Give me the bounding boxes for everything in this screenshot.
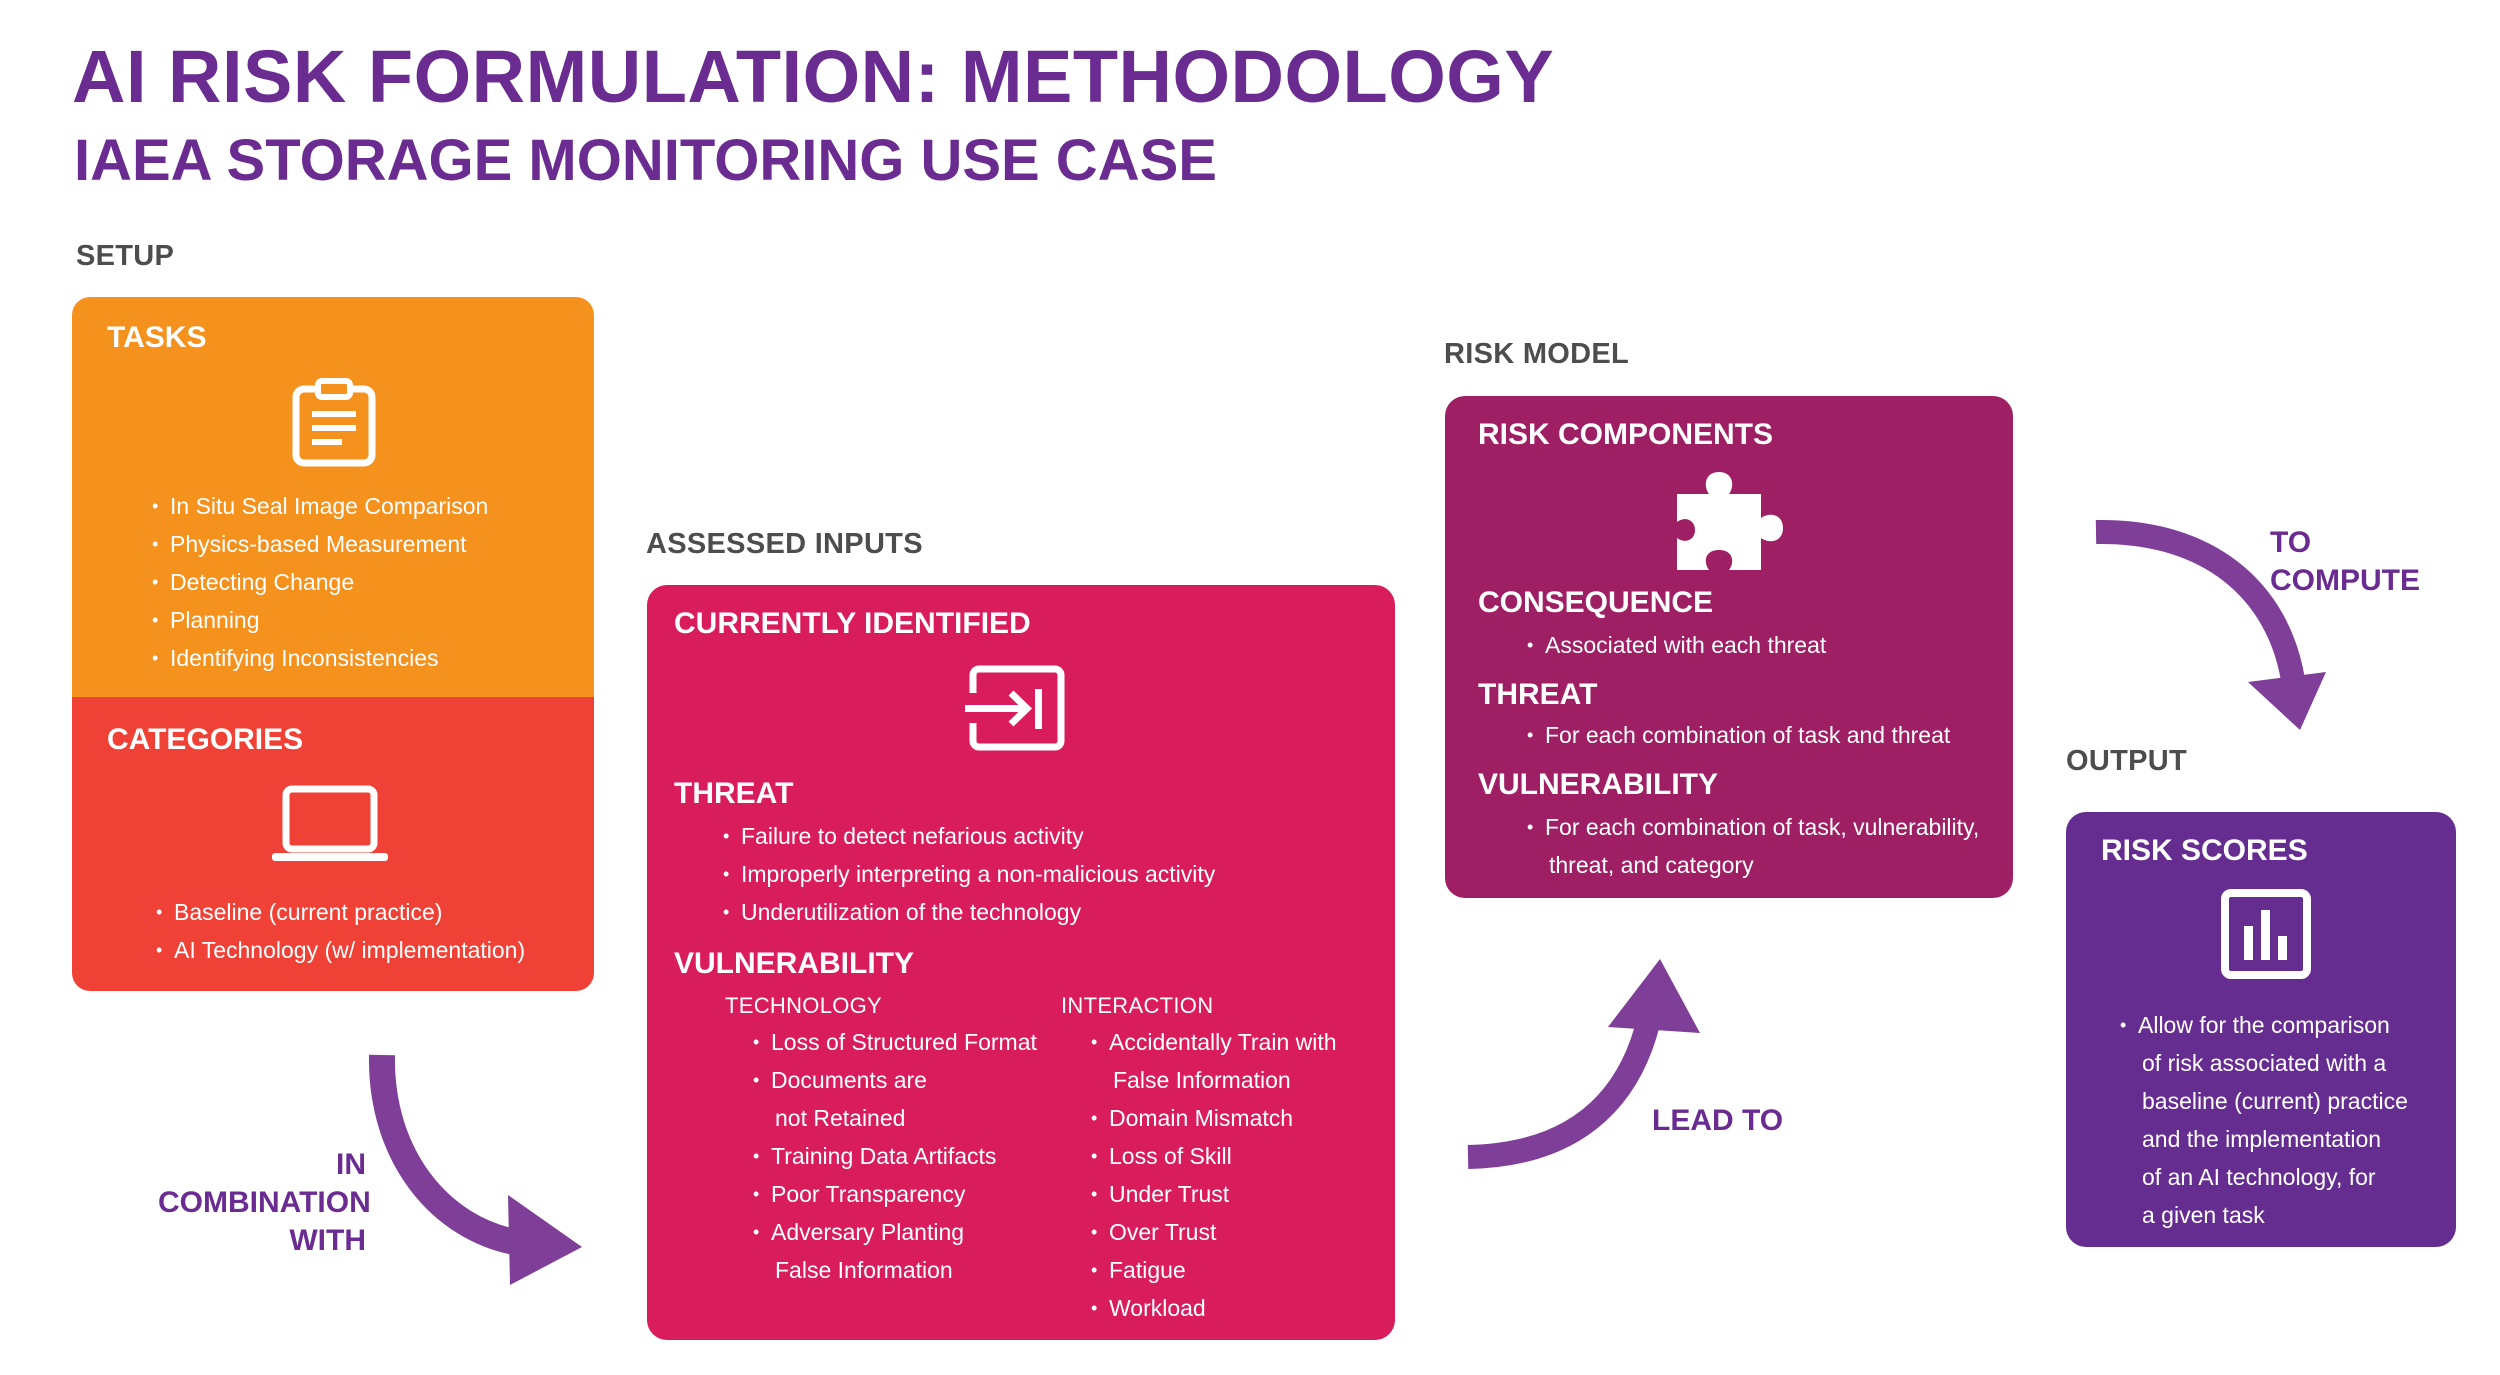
consequence-heading: CONSEQUENCE bbox=[1478, 586, 1714, 619]
threat-heading: THREAT bbox=[674, 777, 794, 810]
interaction-heading: INTERACTION bbox=[1061, 993, 1214, 1018]
list-item: Associated with each threat bbox=[1527, 626, 1826, 664]
lead-to-label: LEAD TO bbox=[1652, 1104, 1784, 1137]
arrow-label-line: COMPUTE bbox=[2270, 564, 2420, 597]
list-item: not Retained bbox=[775, 1105, 906, 1131]
list-item: of risk associated with a bbox=[2142, 1050, 2387, 1076]
list-item: False Information bbox=[775, 1257, 953, 1283]
list-item: Accidentally Train with bbox=[1091, 1023, 1337, 1061]
section-label-assessed-inputs: ASSESSED INPUTS bbox=[646, 528, 923, 560]
list-item: of an AI technology, for bbox=[2142, 1164, 2376, 1190]
list-item: False Information bbox=[1113, 1067, 1291, 1093]
page-subtitle: IAEA STORAGE MONITORING USE CASE bbox=[74, 128, 1217, 193]
technology-list: Loss of Structured Format Documents are … bbox=[753, 1023, 1037, 1289]
list-item: Over Trust bbox=[1091, 1213, 1337, 1251]
list-item: baseline (current) practice bbox=[2142, 1088, 2408, 1114]
list-item: Detecting Change bbox=[152, 563, 488, 601]
arrow-label-line: WITH bbox=[289, 1224, 366, 1257]
list-item: Physics-based Measurement bbox=[152, 525, 488, 563]
list-item: In Situ Seal Image Comparison bbox=[152, 487, 488, 525]
list-item: Loss of Skill bbox=[1091, 1137, 1337, 1175]
section-label-setup: SETUP bbox=[76, 240, 175, 272]
list-item: Loss of Structured Format bbox=[753, 1023, 1037, 1061]
to-compute-label: TO COMPUTE bbox=[2270, 524, 2420, 600]
list-item: For each combination of task, vulnerabil… bbox=[1527, 808, 1979, 846]
arrow-label-line: TO bbox=[2270, 526, 2312, 559]
section-label-risk-model: RISK MODEL bbox=[1444, 338, 1630, 370]
list-item: Identifying Inconsistencies bbox=[152, 639, 488, 677]
curved-arrow-icon bbox=[1467, 959, 1700, 1169]
technology-heading: TECHNOLOGY bbox=[725, 993, 883, 1018]
input-arrow-icon bbox=[965, 665, 1065, 751]
laptop-icon bbox=[272, 785, 388, 861]
list-item: Fatigue bbox=[1091, 1251, 1337, 1289]
in-combination-with-label: IN COMBINATION WITH bbox=[158, 1146, 371, 1260]
risk-components-heading: RISK COMPONENTS bbox=[1478, 418, 1774, 451]
list-item: For each combination of task and threat bbox=[1527, 716, 1950, 754]
list-item: Documents are bbox=[753, 1061, 1037, 1099]
list-item: Baseline (current practice) bbox=[156, 893, 525, 931]
threat-heading: THREAT bbox=[1478, 678, 1598, 711]
assessed-inputs-box: CURRENTLY IDENTIFIED THREAT Failure to d… bbox=[647, 585, 1395, 1340]
vulnerability-heading: VULNERABILITY bbox=[674, 947, 914, 980]
list-item: threat, and category bbox=[1549, 852, 1754, 878]
page-title: AI RISK FORMULATION: METHODOLOGY bbox=[72, 35, 1555, 118]
list-item: a given task bbox=[2142, 1202, 2265, 1228]
list-item: Poor Transparency bbox=[753, 1175, 1037, 1213]
threat-list: For each combination of task and threat bbox=[1527, 716, 1950, 754]
arrow-label-line: COMBINATION bbox=[158, 1186, 371, 1219]
list-item: Adversary Planting bbox=[753, 1213, 1037, 1251]
section-label-output: OUTPUT bbox=[2066, 745, 2188, 777]
risk-scores-box: RISK SCORES Allow for the comparison of … bbox=[2066, 812, 2456, 1247]
tasks-heading: TASKS bbox=[107, 321, 207, 354]
tasks-panel: TASKS In Situ Seal Image Comparison Phys… bbox=[72, 297, 594, 697]
list-item: Training Data Artifacts bbox=[753, 1137, 1037, 1175]
list-item: Allow for the comparison bbox=[2120, 1006, 2408, 1044]
curved-arrow-icon bbox=[368, 1054, 582, 1285]
bar-chart-icon bbox=[2221, 889, 2311, 979]
list-item: Under Trust bbox=[1091, 1175, 1337, 1213]
puzzle-piece-icon bbox=[1677, 472, 1783, 570]
list-item: Workload bbox=[1091, 1289, 1337, 1327]
curved-arrow-icon bbox=[2095, 519, 2326, 730]
categories-list: Baseline (current practice) AI Technolog… bbox=[156, 893, 525, 969]
vulnerability-heading: VULNERABILITY bbox=[1478, 768, 1718, 801]
list-item: Improperly interpreting a non-malicious … bbox=[723, 855, 1215, 893]
interaction-list: Accidentally Train with False Informatio… bbox=[1091, 1023, 1337, 1327]
arrow-label-line: IN bbox=[336, 1148, 366, 1181]
categories-heading: CATEGORIES bbox=[107, 723, 304, 756]
list-item: Failure to detect nefarious activity bbox=[723, 817, 1215, 855]
clipboard-icon bbox=[292, 378, 376, 467]
risk-components-box: RISK COMPONENTS CONSEQUENCE Associated w… bbox=[1445, 396, 2013, 898]
currently-identified-heading: CURRENTLY IDENTIFIED bbox=[674, 607, 1031, 640]
setup-box: TASKS In Situ Seal Image Comparison Phys… bbox=[72, 297, 594, 991]
vulnerability-list: For each combination of task, vulnerabil… bbox=[1527, 808, 1979, 884]
risk-scores-heading: RISK SCORES bbox=[2101, 834, 2308, 867]
tasks-list: In Situ Seal Image Comparison Physics-ba… bbox=[152, 487, 488, 677]
list-item: Underutilization of the technology bbox=[723, 893, 1215, 931]
threat-list: Failure to detect nefarious activity Imp… bbox=[723, 817, 1215, 931]
consequence-list: Associated with each threat bbox=[1527, 626, 1826, 664]
categories-panel: CATEGORIES Baseline (current practice) A… bbox=[72, 697, 594, 991]
list-item: and the implementation bbox=[2142, 1126, 2382, 1152]
risk-scores-list: Allow for the comparison of risk associa… bbox=[2120, 1006, 2408, 1234]
list-item: AI Technology (w/ implementation) bbox=[156, 931, 525, 969]
list-item: Domain Mismatch bbox=[1091, 1099, 1337, 1137]
list-item: Planning bbox=[152, 601, 488, 639]
